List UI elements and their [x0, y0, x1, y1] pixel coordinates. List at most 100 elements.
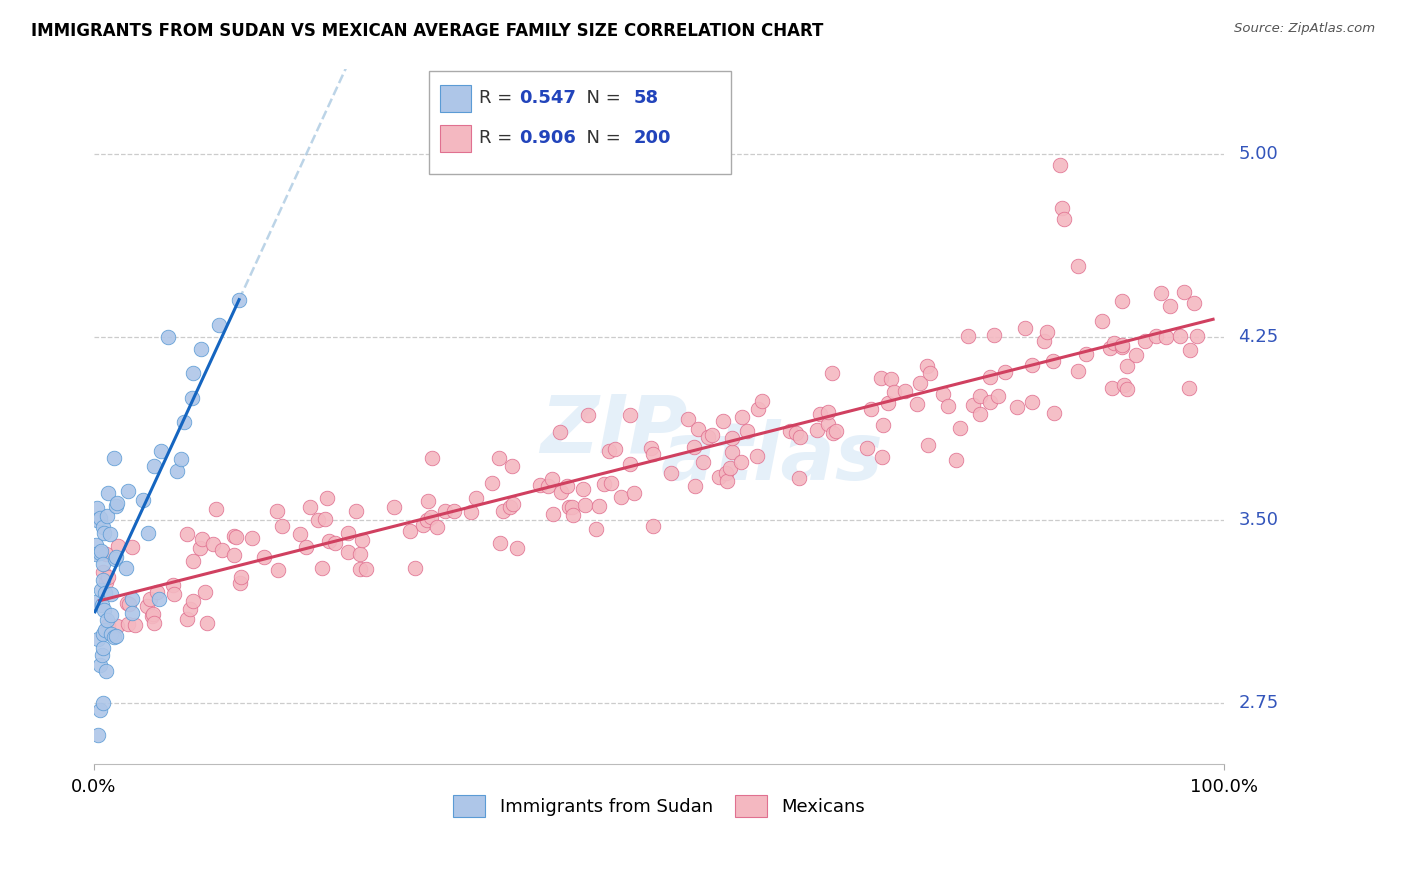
Legend: Immigrants from Sudan, Mexicans: Immigrants from Sudan, Mexicans [446, 788, 873, 824]
Point [136, 599, 159, 613]
Point [1116, 359, 1139, 374]
Point [404, 561, 426, 575]
Point [354, 562, 377, 576]
Point [349, 562, 371, 576]
Point [90, 598, 112, 612]
Point [181, 367, 204, 381]
Point [181, 554, 204, 568]
Point [465, 491, 488, 505]
Point [231, 570, 253, 584]
Point [1178, 381, 1201, 395]
Point [179, 602, 201, 616]
Point [641, 447, 664, 461]
Point [1182, 296, 1205, 310]
Point [96, 508, 118, 523]
Point [686, 423, 709, 437]
Point [659, 467, 682, 481]
Point [1101, 381, 1123, 395]
Point [1187, 329, 1209, 343]
Point [1042, 353, 1064, 368]
Point [489, 535, 512, 549]
Point [721, 444, 744, 458]
Point [1050, 201, 1073, 215]
Point [97, 618, 120, 632]
Point [808, 407, 831, 421]
Point [1021, 395, 1043, 409]
Point [148, 591, 170, 606]
Text: 0.547: 0.547 [519, 89, 575, 107]
Point [100, 627, 122, 641]
Point [418, 493, 440, 508]
Point [640, 442, 662, 456]
Point [91, 558, 114, 572]
Point [969, 408, 991, 422]
Point [107, 539, 129, 553]
Point [1144, 329, 1167, 343]
Point [821, 426, 844, 441]
Point [817, 404, 839, 418]
Point [1150, 285, 1173, 300]
Point [318, 534, 340, 549]
Point [94, 548, 117, 562]
Point [1074, 347, 1097, 361]
Point [93, 696, 115, 710]
Point [714, 466, 737, 480]
Point [163, 587, 186, 601]
Point [195, 615, 218, 630]
Point [352, 533, 374, 548]
Point [696, 430, 718, 444]
Point [730, 455, 752, 469]
Point [561, 500, 583, 514]
Point [562, 508, 585, 522]
Text: 200: 200 [634, 129, 672, 147]
Point [1049, 158, 1071, 172]
Point [288, 527, 311, 541]
Point [84, 595, 107, 609]
Point [93, 565, 115, 579]
Point [1111, 340, 1133, 354]
Point [240, 531, 263, 545]
Point [104, 499, 127, 513]
Point [87, 632, 110, 647]
Point [103, 451, 125, 466]
Point [1099, 341, 1122, 355]
Point [117, 616, 139, 631]
Point [721, 431, 744, 445]
Point [142, 607, 165, 621]
Point [735, 424, 758, 438]
Point [398, 524, 420, 538]
Point [979, 369, 1001, 384]
Point [294, 540, 316, 554]
Point [93, 525, 115, 540]
Point [1021, 358, 1043, 372]
Point [936, 399, 959, 413]
Text: 2.75: 2.75 [1239, 694, 1278, 712]
Point [201, 537, 224, 551]
Point [605, 442, 627, 457]
Point [89, 703, 111, 717]
Point [121, 606, 143, 620]
Point [643, 519, 665, 533]
Text: 0.906: 0.906 [519, 129, 575, 147]
Point [917, 438, 939, 452]
Point [529, 477, 551, 491]
Point [502, 497, 524, 511]
Point [585, 522, 607, 536]
Point [84, 547, 107, 561]
Point [266, 504, 288, 518]
Point [1102, 336, 1125, 351]
Point [949, 421, 972, 435]
Point [419, 510, 441, 524]
Point [267, 563, 290, 577]
Point [709, 470, 731, 484]
Point [91, 519, 114, 533]
Point [745, 449, 768, 463]
Point [139, 592, 162, 607]
Point [492, 504, 515, 518]
Point [190, 342, 212, 356]
Point [105, 496, 128, 510]
Point [96, 613, 118, 627]
Point [194, 585, 217, 599]
Point [104, 552, 127, 566]
Text: ZIP: ZIP [540, 391, 688, 469]
